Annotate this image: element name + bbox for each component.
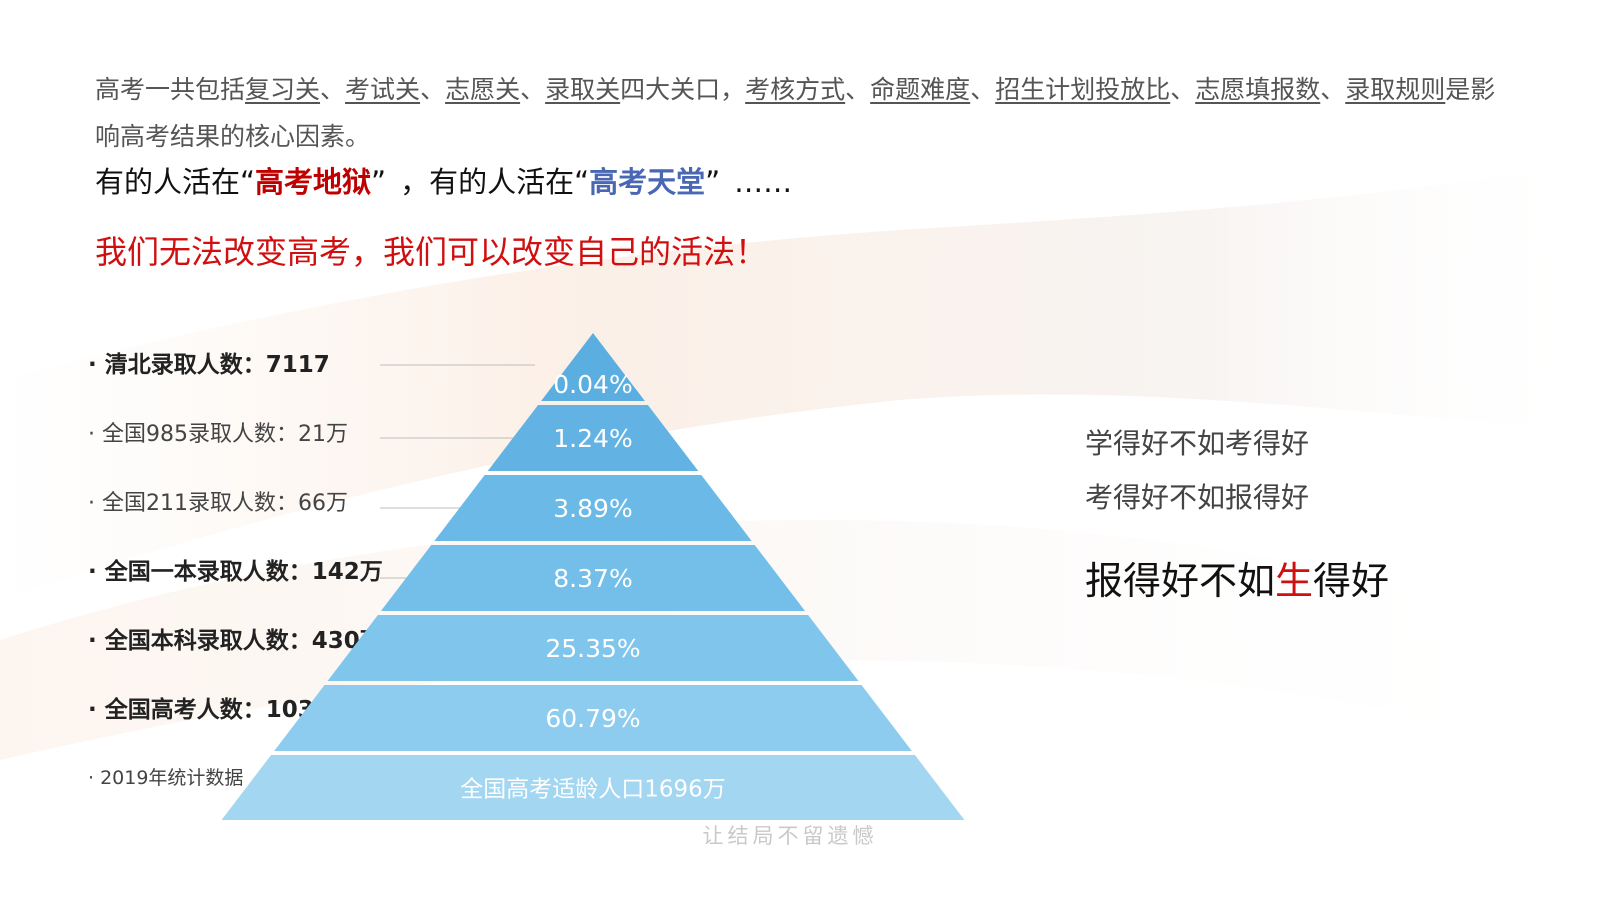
line-text: 有的人活在“ <box>95 165 256 199</box>
separator: 、 <box>520 75 546 104</box>
keyword-admission-stage: 录取关 <box>545 75 621 104</box>
intro-text: 高考一共包括 <box>95 75 246 104</box>
pyramid-layer-label-5: 25.35% <box>545 634 640 663</box>
label-tsinghua-peking: · 清北录取人数：7117 <box>88 352 330 378</box>
keyword-application-count: 志愿填报数 <box>1195 75 1321 104</box>
keyword-difficulty: 命题难度 <box>870 75 971 104</box>
pyramid-layer-label-3: 3.89% <box>553 494 632 523</box>
pyramid-layer-1 <box>541 333 645 401</box>
keyword-application-stage: 志愿关 <box>445 75 521 104</box>
ellipsis: …… <box>734 165 793 199</box>
motto-line-3-text: 报得好不如 <box>1085 559 1276 603</box>
pyramid-layers: 0.04% 1.24% 3.89% 8.37% 25.35% 60.79% 全国高考适龄人口… <box>221 333 965 820</box>
keyword-admission-rules: 录取规则 <box>1345 75 1446 104</box>
separator: 、 <box>1320 75 1346 104</box>
label-985: · 全国985录取人数：21万 <box>88 422 348 447</box>
motto-highlight-char: 生 <box>1275 559 1314 603</box>
intro-text: 是影响高考结果的核心因素。 <box>95 75 1496 151</box>
separator: 、 <box>320 75 346 104</box>
separator: 、 <box>845 75 871 104</box>
separator: 、 <box>970 75 996 104</box>
pyramid-layer-4 <box>380 545 806 611</box>
motto-line-2: 考得好不如报得好 <box>1085 481 1310 514</box>
line-text: ，有的人活在“ <box>400 165 590 199</box>
keyword-quota-ratio: 招生计划投放比 <box>995 75 1171 104</box>
pyramid-layer-3 <box>434 475 752 541</box>
pyramid-layer-7 <box>221 755 965 820</box>
label-undergraduate: · 全国本科录取人数：430万 <box>88 628 383 654</box>
pyramid-layer-label-2: 1.24% <box>553 424 632 453</box>
line-text: ” <box>705 165 721 199</box>
slogan: 我们无法改变高考，我们可以改变自己的活法！ <box>95 233 768 271</box>
pyramid-layer-6 <box>274 685 912 751</box>
pyramid-layer-label-4: 8.37% <box>553 564 632 593</box>
keyword-exam-stage: 考试关 <box>345 75 421 104</box>
label-211: · 全国211录取人数：66万 <box>88 491 348 516</box>
hell-heaven-line: 有的人活在“高考地狱” ，有的人活在“高考天堂”…… <box>95 162 792 202</box>
label-tier-one: · 全国一本录取人数：142万 <box>88 559 383 585</box>
pyramid-watermark: 让结局不留遗憾 <box>703 824 878 848</box>
pyramid-layer-label-7: 全国高考适龄人口1696万 <box>460 777 726 803</box>
line-text: ” <box>371 165 387 199</box>
label-data-source: · 2019年统计数据 <box>88 767 244 789</box>
pyramid-layer-label-6: 60.79% <box>545 704 640 733</box>
pyramid-layer-2 <box>487 405 699 471</box>
pyramid-layer-5 <box>327 615 859 681</box>
motto-line-1: 学得好不如考得好 <box>1085 427 1310 460</box>
exam-heaven-text: 高考天堂 <box>589 165 706 199</box>
separator: 、 <box>1170 75 1196 104</box>
intro-paragraph: 高考一共包括复习关、考试关、志愿关、录取关四大关口，考核方式、命题难度、招生计划… <box>95 66 1520 160</box>
keyword-review-stage: 复习关 <box>245 75 321 104</box>
motto-line-3-text: 得好 <box>1313 559 1390 603</box>
intro-text: 四大关口， <box>620 75 746 104</box>
exam-hell-text: 高考地狱 <box>255 165 372 199</box>
separator: 、 <box>420 75 446 104</box>
pyramid-layer-label-1: 0.04% <box>553 370 632 399</box>
motto-line-3: 报得好不如生得好 <box>1085 550 1389 605</box>
keyword-assessment-method: 考核方式 <box>745 75 846 104</box>
